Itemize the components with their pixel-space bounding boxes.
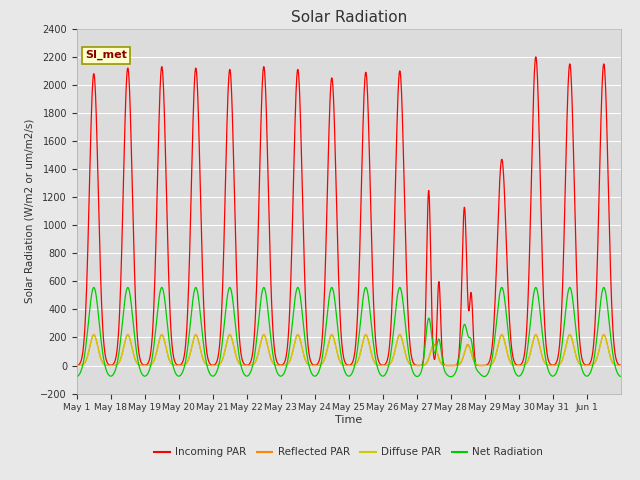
Reflected PAR [324, 341, 332, 347]
Incoming PAR [477, 363, 484, 369]
Incoming PAR [73, 362, 81, 368]
Incoming PAR [557, 322, 564, 328]
Diffuse PAR [158, 333, 166, 338]
Reflected PAR [616, 363, 624, 369]
Net Radiation [124, 285, 132, 290]
Diffuse PAR [616, 363, 624, 369]
Title: Solar Radiation: Solar Radiation [291, 10, 407, 25]
Net Radiation [616, 373, 624, 379]
Diffuse PAR [73, 363, 81, 369]
Text: SI_met: SI_met [85, 50, 127, 60]
Net Radiation [557, 350, 564, 356]
Net Radiation [158, 285, 166, 290]
Diffuse PAR [335, 355, 342, 360]
X-axis label: Time: Time [335, 415, 362, 425]
Line: Reflected PAR: Reflected PAR [77, 335, 620, 366]
Y-axis label: Solar Radiation (W/m2 or um/m2/s): Solar Radiation (W/m2 or um/m2/s) [25, 119, 35, 303]
Incoming PAR [532, 54, 540, 60]
Reflected PAR [73, 363, 81, 369]
Reflected PAR [335, 355, 342, 360]
Net Radiation [610, 359, 618, 364]
Diffuse PAR [610, 361, 618, 367]
Incoming PAR [324, 168, 332, 173]
Reflected PAR [477, 363, 485, 369]
Net Radiation [324, 302, 332, 308]
Reflected PAR [447, 363, 454, 369]
Line: Diffuse PAR: Diffuse PAR [77, 336, 620, 366]
Reflected PAR [124, 332, 132, 337]
Net Radiation [335, 333, 342, 338]
Reflected PAR [557, 360, 564, 365]
Reflected PAR [158, 332, 166, 337]
Diffuse PAR [557, 360, 564, 366]
Incoming PAR [616, 362, 624, 368]
Diffuse PAR [447, 363, 454, 369]
Incoming PAR [445, 363, 453, 369]
Diffuse PAR [477, 362, 485, 368]
Line: Net Radiation: Net Radiation [77, 288, 620, 377]
Incoming PAR [334, 261, 342, 267]
Net Radiation [477, 372, 485, 378]
Incoming PAR [610, 342, 618, 348]
Net Radiation [447, 374, 454, 380]
Diffuse PAR [124, 333, 132, 338]
Legend: Incoming PAR, Reflected PAR, Diffuse PAR, Net Radiation: Incoming PAR, Reflected PAR, Diffuse PAR… [150, 443, 547, 461]
Line: Incoming PAR: Incoming PAR [77, 57, 620, 366]
Diffuse PAR [324, 342, 332, 348]
Reflected PAR [610, 361, 618, 367]
Incoming PAR [158, 64, 166, 70]
Net Radiation [73, 373, 81, 379]
